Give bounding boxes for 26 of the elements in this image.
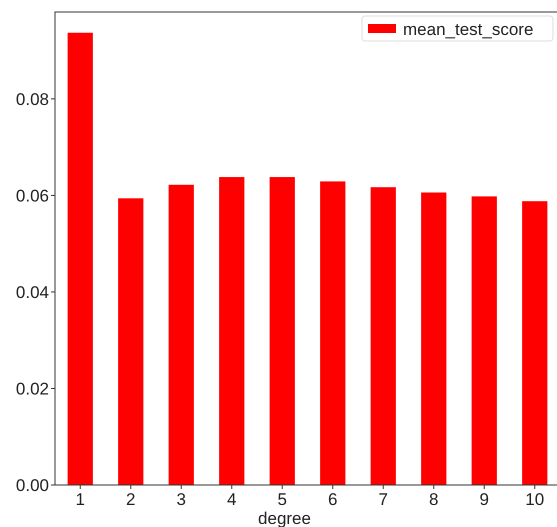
x-tick-label: 6 — [328, 490, 338, 509]
y-tick-label: 0.02 — [16, 379, 49, 398]
bar — [68, 32, 93, 485]
x-tick-label: 4 — [227, 490, 236, 509]
y-tick-label: 0.06 — [16, 186, 49, 206]
bar — [168, 184, 194, 485]
x-tick-label: 3 — [176, 490, 186, 509]
bar — [219, 177, 244, 485]
x-tick-label: 9 — [480, 490, 489, 509]
bar — [421, 192, 446, 485]
x-tick-label: 2 — [126, 490, 136, 509]
x-tick-label: 1 — [76, 490, 85, 509]
bar — [370, 187, 396, 485]
bar — [522, 201, 548, 485]
bar — [118, 198, 144, 485]
x-tick-label: 7 — [378, 490, 388, 509]
x-tick-label: 8 — [429, 490, 438, 509]
x-tick-label: 10 — [525, 490, 544, 509]
y-tick-label: 0.04 — [16, 282, 49, 302]
bar — [472, 196, 497, 485]
legend-label: mean_test_score — [403, 20, 534, 39]
bar — [270, 177, 295, 485]
x-tick-label: 5 — [278, 490, 287, 509]
bar — [320, 181, 346, 485]
y-tick-label: 0.00 — [16, 476, 49, 495]
y-tick-label: 0.08 — [16, 90, 49, 109]
